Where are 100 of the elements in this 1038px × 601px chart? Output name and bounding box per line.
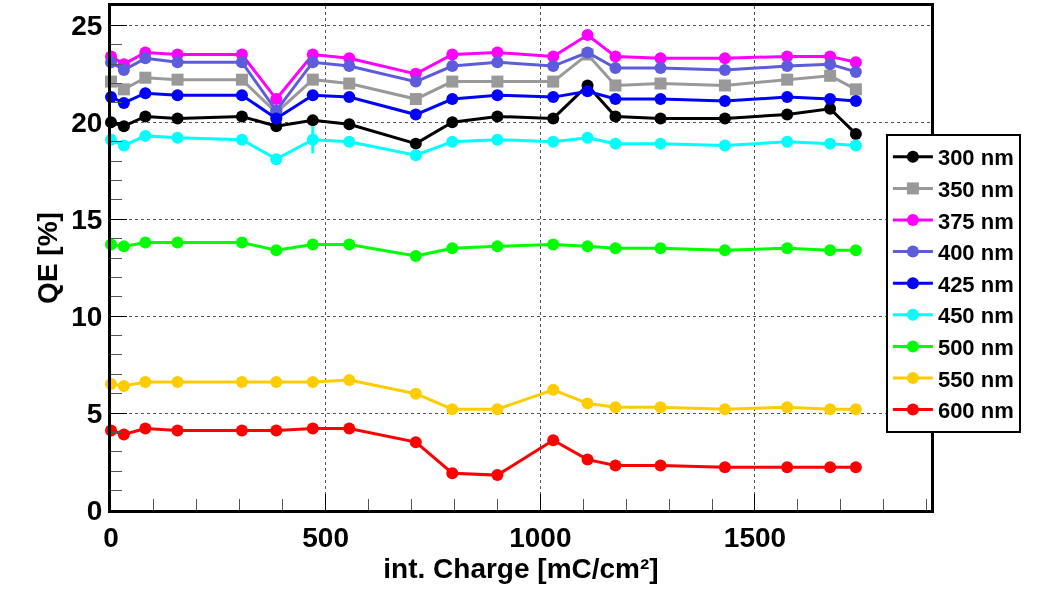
legend-label: 375 nm bbox=[937, 208, 1014, 234]
point bbox=[547, 434, 560, 447]
point bbox=[139, 71, 152, 84]
legend-label: 350 nm bbox=[937, 177, 1014, 202]
point bbox=[654, 459, 667, 472]
point bbox=[581, 131, 594, 144]
point bbox=[306, 238, 319, 251]
point bbox=[491, 56, 504, 69]
point bbox=[270, 93, 283, 106]
point bbox=[849, 94, 862, 107]
point bbox=[117, 240, 130, 253]
point bbox=[849, 65, 862, 78]
x-axis-title: int. Charge [mC/cm²] bbox=[383, 552, 659, 584]
point bbox=[446, 242, 459, 255]
point bbox=[824, 244, 837, 257]
point bbox=[171, 424, 184, 437]
x-tick-label: 1500 bbox=[723, 521, 787, 553]
point bbox=[824, 403, 837, 416]
y-tick-label: 0 bbox=[86, 494, 103, 526]
legend-label: 400 nm bbox=[937, 240, 1014, 266]
point bbox=[139, 376, 152, 389]
point bbox=[306, 133, 319, 146]
point bbox=[781, 135, 794, 148]
point bbox=[824, 93, 837, 106]
point bbox=[306, 422, 319, 435]
point bbox=[718, 461, 731, 474]
point bbox=[343, 374, 356, 387]
y-tick-label: 25 bbox=[71, 10, 103, 42]
point bbox=[343, 422, 356, 435]
point bbox=[409, 108, 422, 121]
point bbox=[270, 424, 283, 437]
point bbox=[824, 58, 837, 71]
point bbox=[446, 60, 459, 73]
point bbox=[446, 403, 459, 416]
point bbox=[409, 387, 422, 400]
point bbox=[171, 131, 184, 144]
point bbox=[781, 401, 794, 414]
legend-label: 300 nm bbox=[937, 145, 1014, 171]
point bbox=[491, 469, 504, 482]
point bbox=[409, 137, 422, 150]
point bbox=[718, 63, 731, 76]
legend-label: 600 nm bbox=[937, 398, 1014, 424]
point bbox=[117, 428, 130, 441]
point bbox=[824, 69, 837, 82]
point bbox=[781, 108, 794, 121]
point bbox=[824, 461, 837, 474]
point bbox=[547, 238, 560, 251]
point bbox=[654, 62, 667, 75]
point bbox=[343, 135, 356, 148]
point bbox=[718, 244, 731, 257]
point bbox=[581, 240, 594, 253]
point bbox=[718, 112, 731, 125]
y-tick-label: 20 bbox=[71, 107, 103, 139]
y-tick-label: 10 bbox=[71, 300, 103, 332]
point bbox=[409, 149, 422, 162]
point bbox=[581, 85, 594, 98]
point bbox=[609, 110, 622, 123]
point bbox=[235, 73, 248, 86]
point bbox=[409, 436, 422, 449]
point bbox=[718, 139, 731, 152]
point bbox=[654, 137, 667, 150]
point bbox=[235, 133, 248, 146]
legend-label: 500 nm bbox=[937, 335, 1014, 360]
point bbox=[343, 60, 356, 73]
point bbox=[581, 29, 594, 42]
point bbox=[270, 112, 283, 125]
point bbox=[117, 96, 130, 109]
point bbox=[171, 73, 184, 86]
point bbox=[235, 110, 248, 123]
point bbox=[718, 94, 731, 107]
point bbox=[547, 135, 560, 148]
point bbox=[849, 127, 862, 140]
point bbox=[117, 120, 130, 133]
point bbox=[139, 52, 152, 65]
point bbox=[446, 135, 459, 148]
point bbox=[343, 118, 356, 131]
point bbox=[306, 56, 319, 69]
point bbox=[139, 110, 152, 123]
point bbox=[609, 242, 622, 255]
point bbox=[718, 403, 731, 416]
point bbox=[270, 244, 283, 257]
point bbox=[446, 93, 459, 106]
point bbox=[781, 60, 794, 73]
point bbox=[654, 401, 667, 414]
legend-label: 425 nm bbox=[937, 271, 1014, 297]
point bbox=[171, 56, 184, 69]
y-axis-title: QE [%] bbox=[31, 212, 63, 304]
point bbox=[306, 114, 319, 127]
point bbox=[491, 403, 504, 416]
point bbox=[824, 137, 837, 150]
point bbox=[609, 459, 622, 472]
point bbox=[609, 79, 622, 92]
point bbox=[171, 376, 184, 389]
point bbox=[139, 236, 152, 249]
point bbox=[139, 87, 152, 100]
point bbox=[235, 56, 248, 69]
point bbox=[446, 75, 459, 88]
point bbox=[270, 376, 283, 389]
point bbox=[547, 75, 560, 88]
point bbox=[491, 110, 504, 123]
